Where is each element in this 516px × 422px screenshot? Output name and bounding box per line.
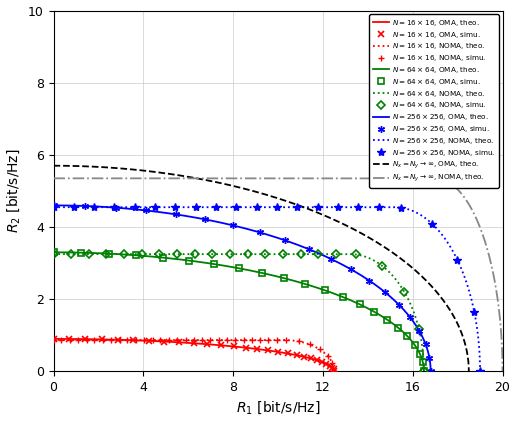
X-axis label: $R_1$ [bit/s/Hz]: $R_1$ [bit/s/Hz]: [236, 400, 320, 417]
Y-axis label: $R_2$ [bit/s/Hz]: $R_2$ [bit/s/Hz]: [6, 149, 22, 233]
Legend: $N = 16 \times 16$, OMA, theo., $N = 16 \times 16$, OMA, simu., $N = 16 \times 1: $N = 16 \times 16$, OMA, theo., $N = 16 …: [369, 14, 499, 188]
